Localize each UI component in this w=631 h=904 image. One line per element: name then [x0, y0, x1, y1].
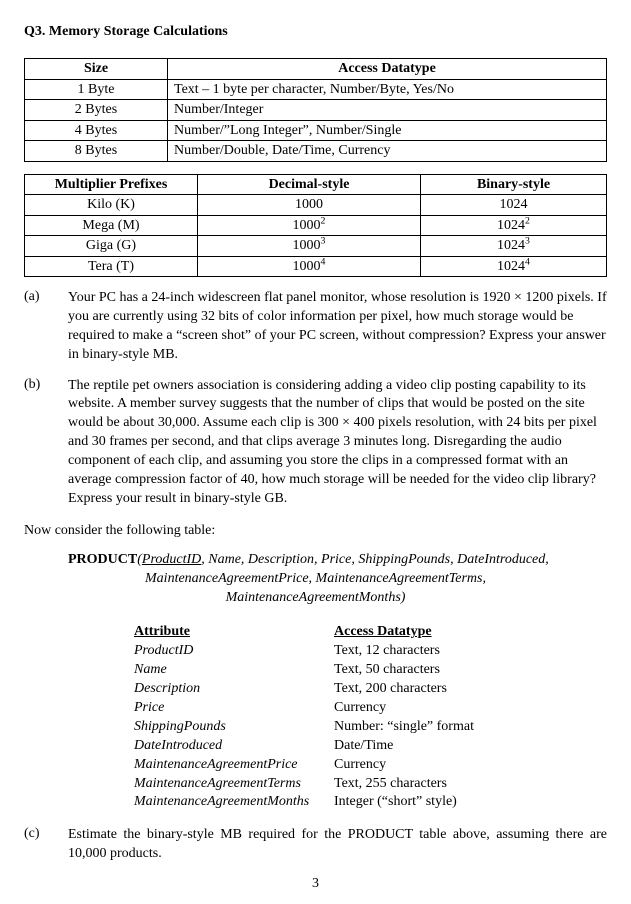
attr-header-row: Attribute Access Datatype: [134, 623, 607, 642]
cell: 1024: [421, 195, 607, 216]
schema-pk: ProductID: [142, 552, 201, 567]
table1-header-size: Size: [25, 59, 168, 80]
question-c-label: (c): [24, 826, 68, 864]
attr-type: Text, 12 characters: [334, 642, 440, 661]
table2-header-dec: Decimal-style: [198, 174, 421, 195]
table-row: Mega (M) 10002 10242: [25, 215, 607, 236]
cell: 4 Bytes: [25, 120, 168, 141]
attr-type: Currency: [334, 699, 386, 718]
attr-row: ProductIDText, 12 characters: [134, 642, 607, 661]
now-consider-line: Now consider the following table:: [24, 523, 607, 539]
cell: 10243: [421, 236, 607, 257]
attr-type: Text, 50 characters: [334, 661, 440, 680]
table2-header-bin: Binary-style: [421, 174, 607, 195]
question-title: Q3. Memory Storage Calculations: [24, 24, 607, 40]
attr-type: Number: “single” format: [334, 718, 474, 737]
attr-name: MaintenanceAgreementTerms: [134, 775, 334, 794]
table-row: Giga (G) 10003 10243: [25, 236, 607, 257]
question-b-label: (b): [24, 377, 68, 509]
attr-header-2: Access Datatype: [334, 623, 432, 642]
schema-rest1: , Name, Description, Price, ShippingPoun…: [201, 552, 548, 567]
question-c-text: Estimate the binary-style MB required fo…: [68, 826, 607, 864]
cell: Mega (M): [25, 215, 198, 236]
cell: Text – 1 byte per character, Number/Byte…: [168, 79, 607, 100]
size-datatype-table: Size Access Datatype 1 Byte Text – 1 byt…: [24, 58, 607, 162]
attr-name: MaintenanceAgreementMonths: [134, 793, 334, 812]
attr-name: Name: [134, 661, 334, 680]
attr-type: Date/Time: [334, 737, 393, 756]
table2-header-mp: Multiplier Prefixes: [25, 174, 198, 195]
cell: 10003: [198, 236, 421, 257]
cell: Number/”Long Integer”, Number/Single: [168, 120, 607, 141]
schema-line1: PRODUCT(ProductID, Name, Description, Pr…: [68, 551, 607, 570]
cell: 10242: [421, 215, 607, 236]
cell: 2 Bytes: [25, 100, 168, 121]
attr-row: MaintenanceAgreementMonthsInteger (“shor…: [134, 793, 607, 812]
attr-row: NameText, 50 characters: [134, 661, 607, 680]
cell: 10244: [421, 256, 607, 277]
attr-name: ShippingPounds: [134, 718, 334, 737]
page-number: 3: [24, 876, 607, 892]
attr-name: Description: [134, 680, 334, 699]
cell: 8 Bytes: [25, 141, 168, 162]
question-a: (a) Your PC has a 24-inch widescreen fla…: [24, 289, 607, 365]
multiplier-prefix-table: Multiplier Prefixes Decimal-style Binary…: [24, 174, 607, 278]
question-a-text: Your PC has a 24-inch widescreen flat pa…: [68, 289, 607, 365]
attr-type: Text, 255 characters: [334, 775, 447, 794]
attr-name: Price: [134, 699, 334, 718]
table1-header-datatype: Access Datatype: [168, 59, 607, 80]
attr-row: ShippingPoundsNumber: “single” format: [134, 718, 607, 737]
schema-name: PRODUCT: [68, 552, 137, 567]
attr-row: DateIntroducedDate/Time: [134, 737, 607, 756]
table-row: Kilo (K) 1000 1024: [25, 195, 607, 216]
question-b: (b) The reptile pet owners association i…: [24, 377, 607, 509]
cell: 10004: [198, 256, 421, 277]
attr-name: DateIntroduced: [134, 737, 334, 756]
attr-header-1: Attribute: [134, 623, 334, 642]
table-row: 1 Byte Text – 1 byte per character, Numb…: [25, 79, 607, 100]
attr-name: ProductID: [134, 642, 334, 661]
attr-type: Integer (“short” style): [334, 793, 457, 812]
cell: Number/Integer: [168, 100, 607, 121]
table-row: 2 Bytes Number/Integer: [25, 100, 607, 121]
schema-line3: MaintenanceAgreementMonths): [24, 589, 607, 608]
attr-row: PriceCurrency: [134, 699, 607, 718]
cell: Kilo (K): [25, 195, 198, 216]
attr-name: MaintenanceAgreementPrice: [134, 756, 334, 775]
attr-row: MaintenanceAgreementPriceCurrency: [134, 756, 607, 775]
cell: 10002: [198, 215, 421, 236]
table-row: 4 Bytes Number/”Long Integer”, Number/Si…: [25, 120, 607, 141]
question-a-label: (a): [24, 289, 68, 365]
attribute-table: Attribute Access Datatype ProductIDText,…: [134, 623, 607, 812]
product-schema: PRODUCT(ProductID, Name, Description, Pr…: [68, 551, 607, 608]
cell: Tera (T): [25, 256, 198, 277]
schema-line2: MaintenanceAgreementPrice, MaintenanceAg…: [24, 570, 607, 589]
attr-type: Text, 200 characters: [334, 680, 447, 699]
table-row: Tera (T) 10004 10244: [25, 256, 607, 277]
question-c: (c) Estimate the binary-style MB require…: [24, 826, 607, 864]
cell: 1000: [198, 195, 421, 216]
attr-row: DescriptionText, 200 characters: [134, 680, 607, 699]
question-b-text: The reptile pet owners association is co…: [68, 377, 607, 509]
attr-row: MaintenanceAgreementTermsText, 255 chara…: [134, 775, 607, 794]
cell: Number/Double, Date/Time, Currency: [168, 141, 607, 162]
table-row: 8 Bytes Number/Double, Date/Time, Curren…: [25, 141, 607, 162]
attr-type: Currency: [334, 756, 386, 775]
cell: Giga (G): [25, 236, 198, 257]
cell: 1 Byte: [25, 79, 168, 100]
